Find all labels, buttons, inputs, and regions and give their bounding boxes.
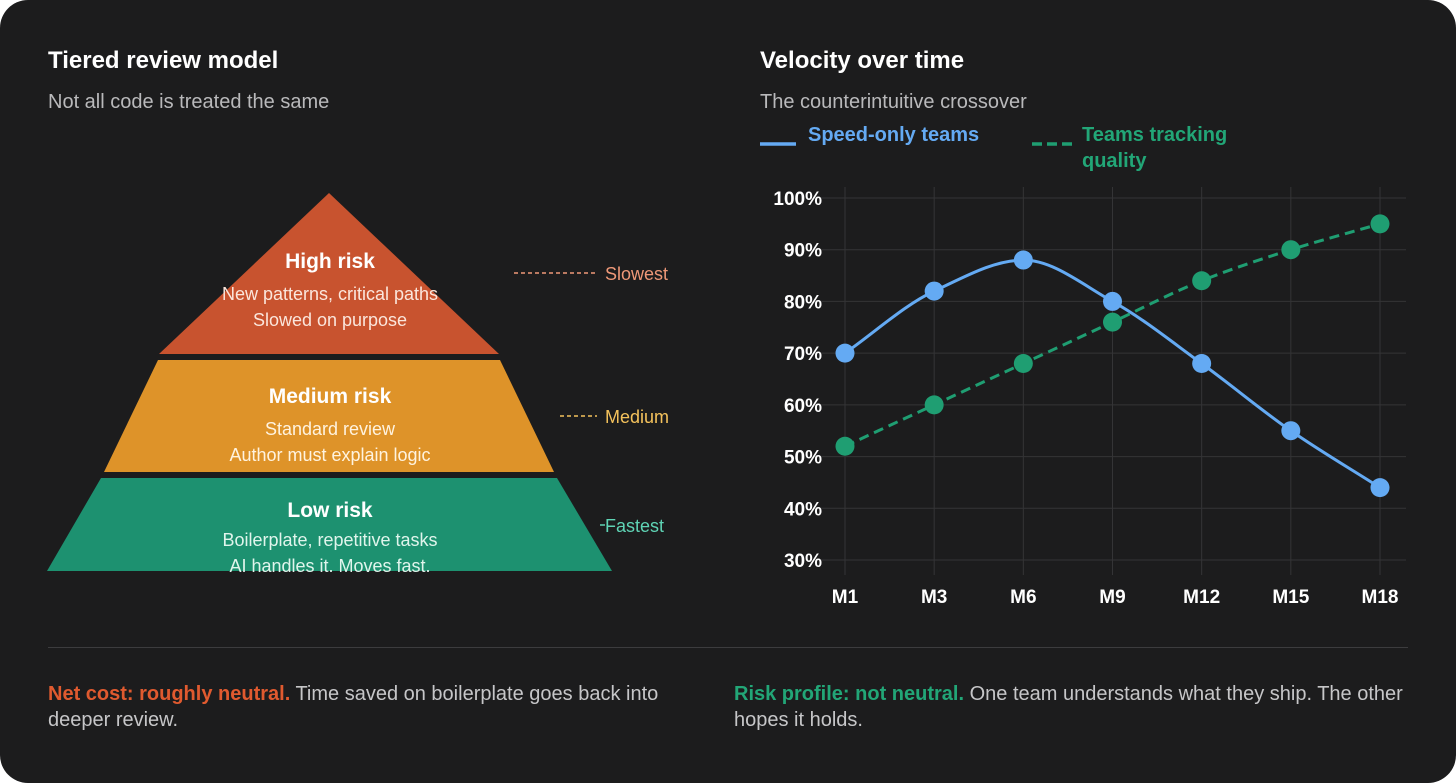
legend-label-quality: Teams tracking quality [1082,124,1228,172]
pyramid-title: Tiered review model [48,47,279,74]
pyramid-subtitle: Not all code is treated the same [48,91,330,113]
low-risk-tier [47,478,612,571]
cost-note-strong: Net cost: roughly neutral. [48,683,291,705]
medium-risk-desc-2: Author must explain logic [229,445,430,465]
y-tick-label: 60% [784,396,822,417]
y-tick-label: 70% [784,344,822,365]
risk-note-text: One team understands what they ship. The… [734,683,1403,731]
y-tick-label: 50% [784,448,822,469]
slowest-label: Slowest [605,264,668,284]
high-risk-desc-1: New patterns, critical paths [222,284,438,304]
low-risk-desc-2: AI handles it. Moves fast. [229,556,430,576]
y-tick-label: 90% [784,241,822,262]
y-tick-label: 80% [784,292,822,313]
x-tick-label: M1 [832,587,859,608]
legend-swatch-dashed [1032,142,1072,146]
medium-risk-label: Medium risk [269,385,392,408]
risk-note-strong: Risk profile: not neutral. [734,683,965,705]
medium-speed-label: Medium [605,407,669,427]
low-risk-desc-1: Boilerplate, repetitive tasks [222,530,437,550]
x-tick-label: M6 [1010,587,1036,608]
cost-note-text: Time saved on boilerplate goes back into… [48,683,659,731]
quality-point [835,436,855,456]
legend-label-speed-only: Speed-only teams [808,124,980,146]
quality-point [1192,271,1212,291]
legend-swatch-solid [760,142,796,146]
quality-point [1281,240,1301,260]
y-tick-label: 100% [773,189,822,210]
cost-note: Net cost: roughly neutral. Time saved on… [48,681,688,733]
speed-only-point [1370,478,1390,498]
medium-risk-tier [104,360,554,472]
pyramid-graphic: High risk New patterns, critical paths S… [47,193,669,576]
x-tick-label: M15 [1272,587,1309,608]
speed-only-point [1013,250,1033,270]
x-tick-label: M18 [1362,587,1399,608]
x-tick-label: M12 [1183,587,1220,608]
velocity-title: Velocity over time [760,47,965,74]
high-risk-label: High risk [285,250,375,273]
speed-only-point [924,281,944,301]
quality-point [1103,312,1122,332]
y-tick-label: 30% [784,551,822,572]
medium-risk-desc-1: Standard review [265,419,396,439]
quality-point [924,395,944,415]
quality-point [1013,353,1033,373]
low-risk-label: Low risk [287,499,373,522]
y-tick-label: 40% [784,499,822,520]
high-risk-tier [159,193,499,354]
quality-point [1370,214,1390,234]
section-divider [48,647,1408,648]
x-tick-label: M9 [1099,587,1125,608]
velocity-subtitle: The counterintuitive crossover [760,91,1027,113]
risk-note: Risk profile: not neutral. One team unde… [734,681,1424,733]
speed-only-point [1192,353,1212,373]
speed-only-point [1103,291,1122,311]
speed-only-point [1281,421,1301,441]
x-tick-label: M3 [921,587,947,608]
velocity-chart: 30% 40% 50% 60% 70% 80% 90% 100% M1 M3 M6 M9 M12 M15 M… [773,187,1406,608]
fastest-label: Fastest [605,516,664,536]
high-risk-desc-2: Slowed on purpose [253,310,407,330]
speed-only-point [835,343,855,363]
